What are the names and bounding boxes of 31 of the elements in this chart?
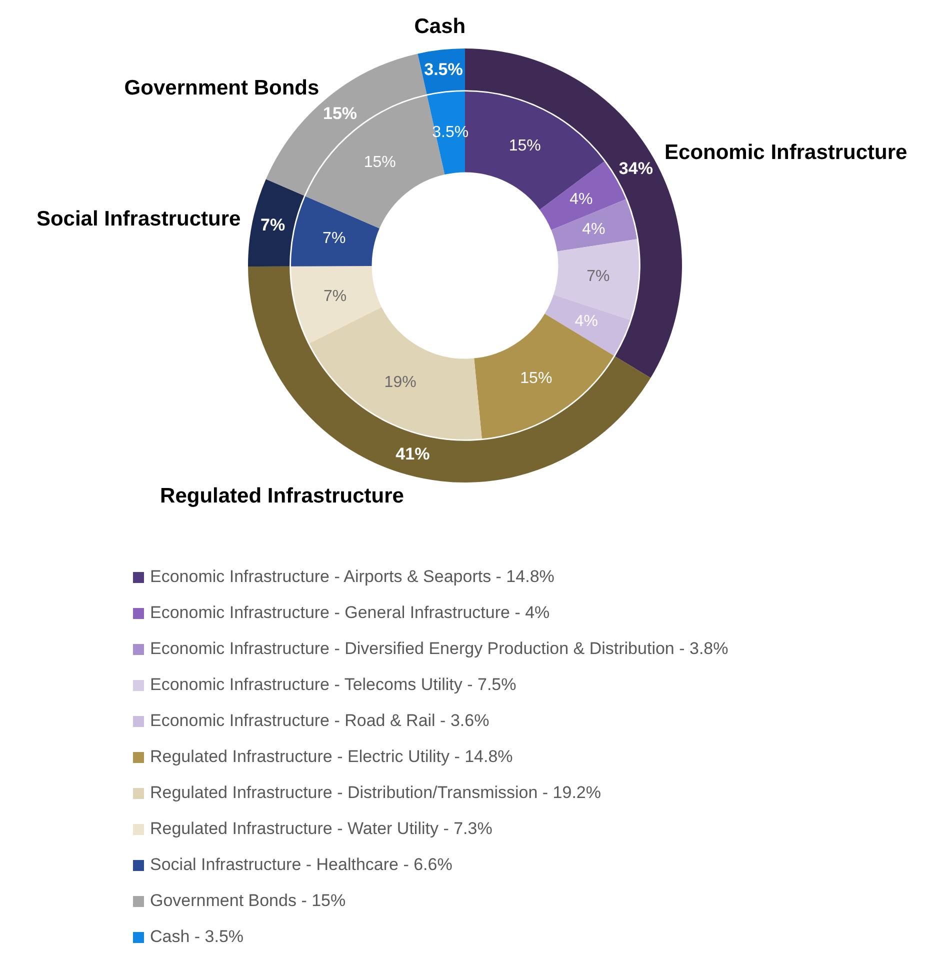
slice-label: Cash (414, 15, 466, 38)
data-label: 7% (323, 288, 347, 305)
data-label: 4% (574, 312, 598, 330)
legend-label: Economic Infrastructure - General Infrastructure - 4% (150, 603, 550, 623)
data-label: 4% (570, 190, 593, 208)
legend-label: Economic Infrastructure - Airports & Seaports - 14.8% (150, 567, 554, 587)
legend-label: Economic Infrastructure - Diversified Energy Production & Distribution - 3.8% (150, 639, 728, 659)
legend-label: Regulated Infrastructure - Distribution/Transmission - 19.2% (150, 783, 601, 803)
data-label: 15% (323, 104, 358, 123)
data-label: 3.5% (424, 60, 463, 80)
data-label: 15% (508, 137, 541, 154)
data-label: 7% (322, 230, 346, 248)
data-label: 19% (384, 374, 416, 391)
slice-label: Social Infrastructure (36, 207, 241, 230)
legend-label: Regulated Infrastructure - Water Utility - 7.3% (150, 819, 492, 839)
legend-label: Social Infrastructure - Healthcare - 6.6% (150, 855, 452, 875)
data-label: 7% (260, 216, 286, 235)
data-label: 34% (618, 158, 653, 178)
data-label: 41% (396, 444, 430, 464)
slice-label: Economic Infrastructure (664, 140, 908, 164)
data-label: 15% (520, 370, 552, 387)
legend-label: Regulated Infrastructure - Electric Utility - 14.8% (150, 747, 513, 767)
legend-label: Economic Infrastructure - Telecoms Utility - 7.5% (150, 675, 516, 695)
data-label: 15% (364, 154, 396, 171)
legend-label: Economic Infrastructure - Road & Rail - 3.6% (150, 711, 490, 731)
slice-label: Regulated Infrastructure (160, 484, 404, 508)
data-label: 7% (586, 268, 610, 286)
legend-label: Government Bonds - 15% (150, 891, 346, 911)
legend-label: Cash - 3.5% (150, 927, 244, 947)
slice-label: Government Bonds (124, 76, 320, 100)
data-label: 4% (582, 221, 606, 238)
